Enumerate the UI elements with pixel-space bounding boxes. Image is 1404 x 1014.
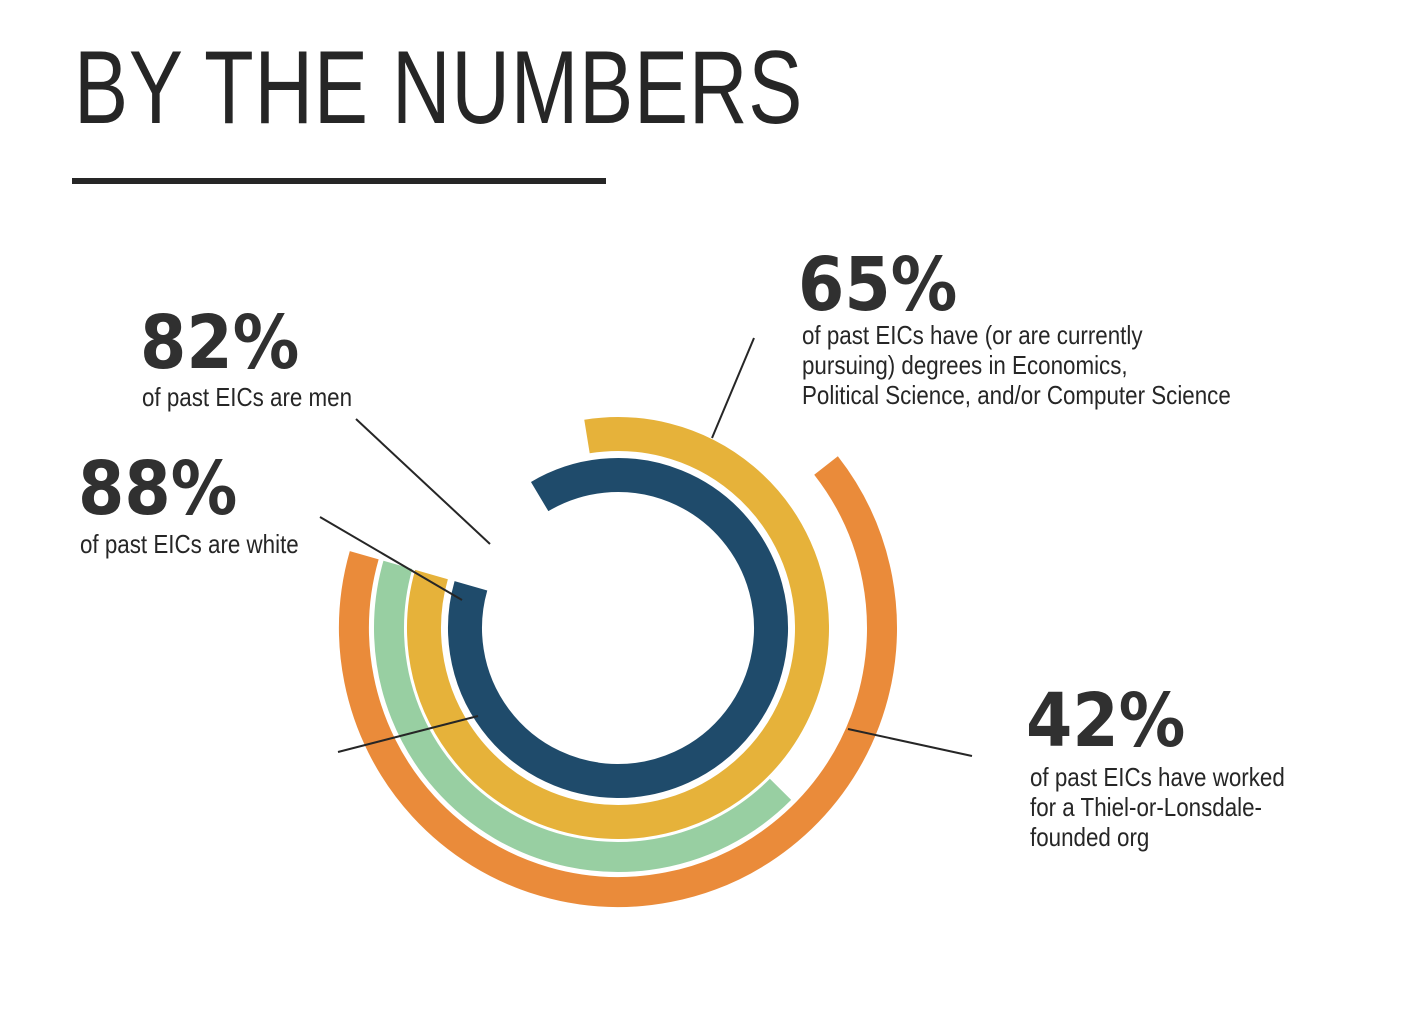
stat-desc-degrees: of past EICs have (or are currently purs…: [802, 320, 1231, 410]
title-underline: [72, 178, 606, 184]
stat-desc-degrees-line: Political Science, and/or Computer Scien…: [802, 380, 1231, 410]
leader-line-thiel: [847, 728, 973, 757]
ring-degrees: [339, 456, 897, 907]
chart-rings: [339, 417, 897, 907]
stat-desc-thiel-line: founded org: [1030, 822, 1150, 852]
leader-line-base: [337, 715, 479, 753]
ring-men: [407, 417, 829, 839]
stat-value-white: 88%: [78, 446, 238, 532]
leader-lines: [319, 337, 973, 757]
leader-line-degrees: [711, 337, 755, 439]
leader-line-white: [319, 516, 463, 601]
stat-desc-thiel-line: of past EICs have worked: [1030, 762, 1285, 792]
stat-desc-degrees-line: of past EICs have (or are currently: [802, 320, 1143, 350]
stat-desc-degrees-line: pursuing) degrees in Economics,: [802, 350, 1128, 380]
ring-thiel: [374, 560, 792, 872]
stat-desc-men: of past EICs are men: [142, 382, 353, 412]
stat-value-degrees: 65%: [798, 242, 958, 328]
stat-value-men: 82%: [140, 300, 300, 386]
stat-value-thiel: 42%: [1026, 678, 1186, 764]
ring-white: [448, 458, 788, 798]
page-title: BY THE NUMBERS: [74, 30, 804, 146]
stat-desc-thiel: of past EICs have worked for a Thiel-or-…: [1030, 762, 1285, 852]
leader-line-men: [355, 418, 491, 545]
stat-desc-thiel-line: for a Thiel-or-Lonsdale-: [1030, 792, 1262, 822]
stat-desc-white: of past EICs are white: [80, 529, 299, 559]
